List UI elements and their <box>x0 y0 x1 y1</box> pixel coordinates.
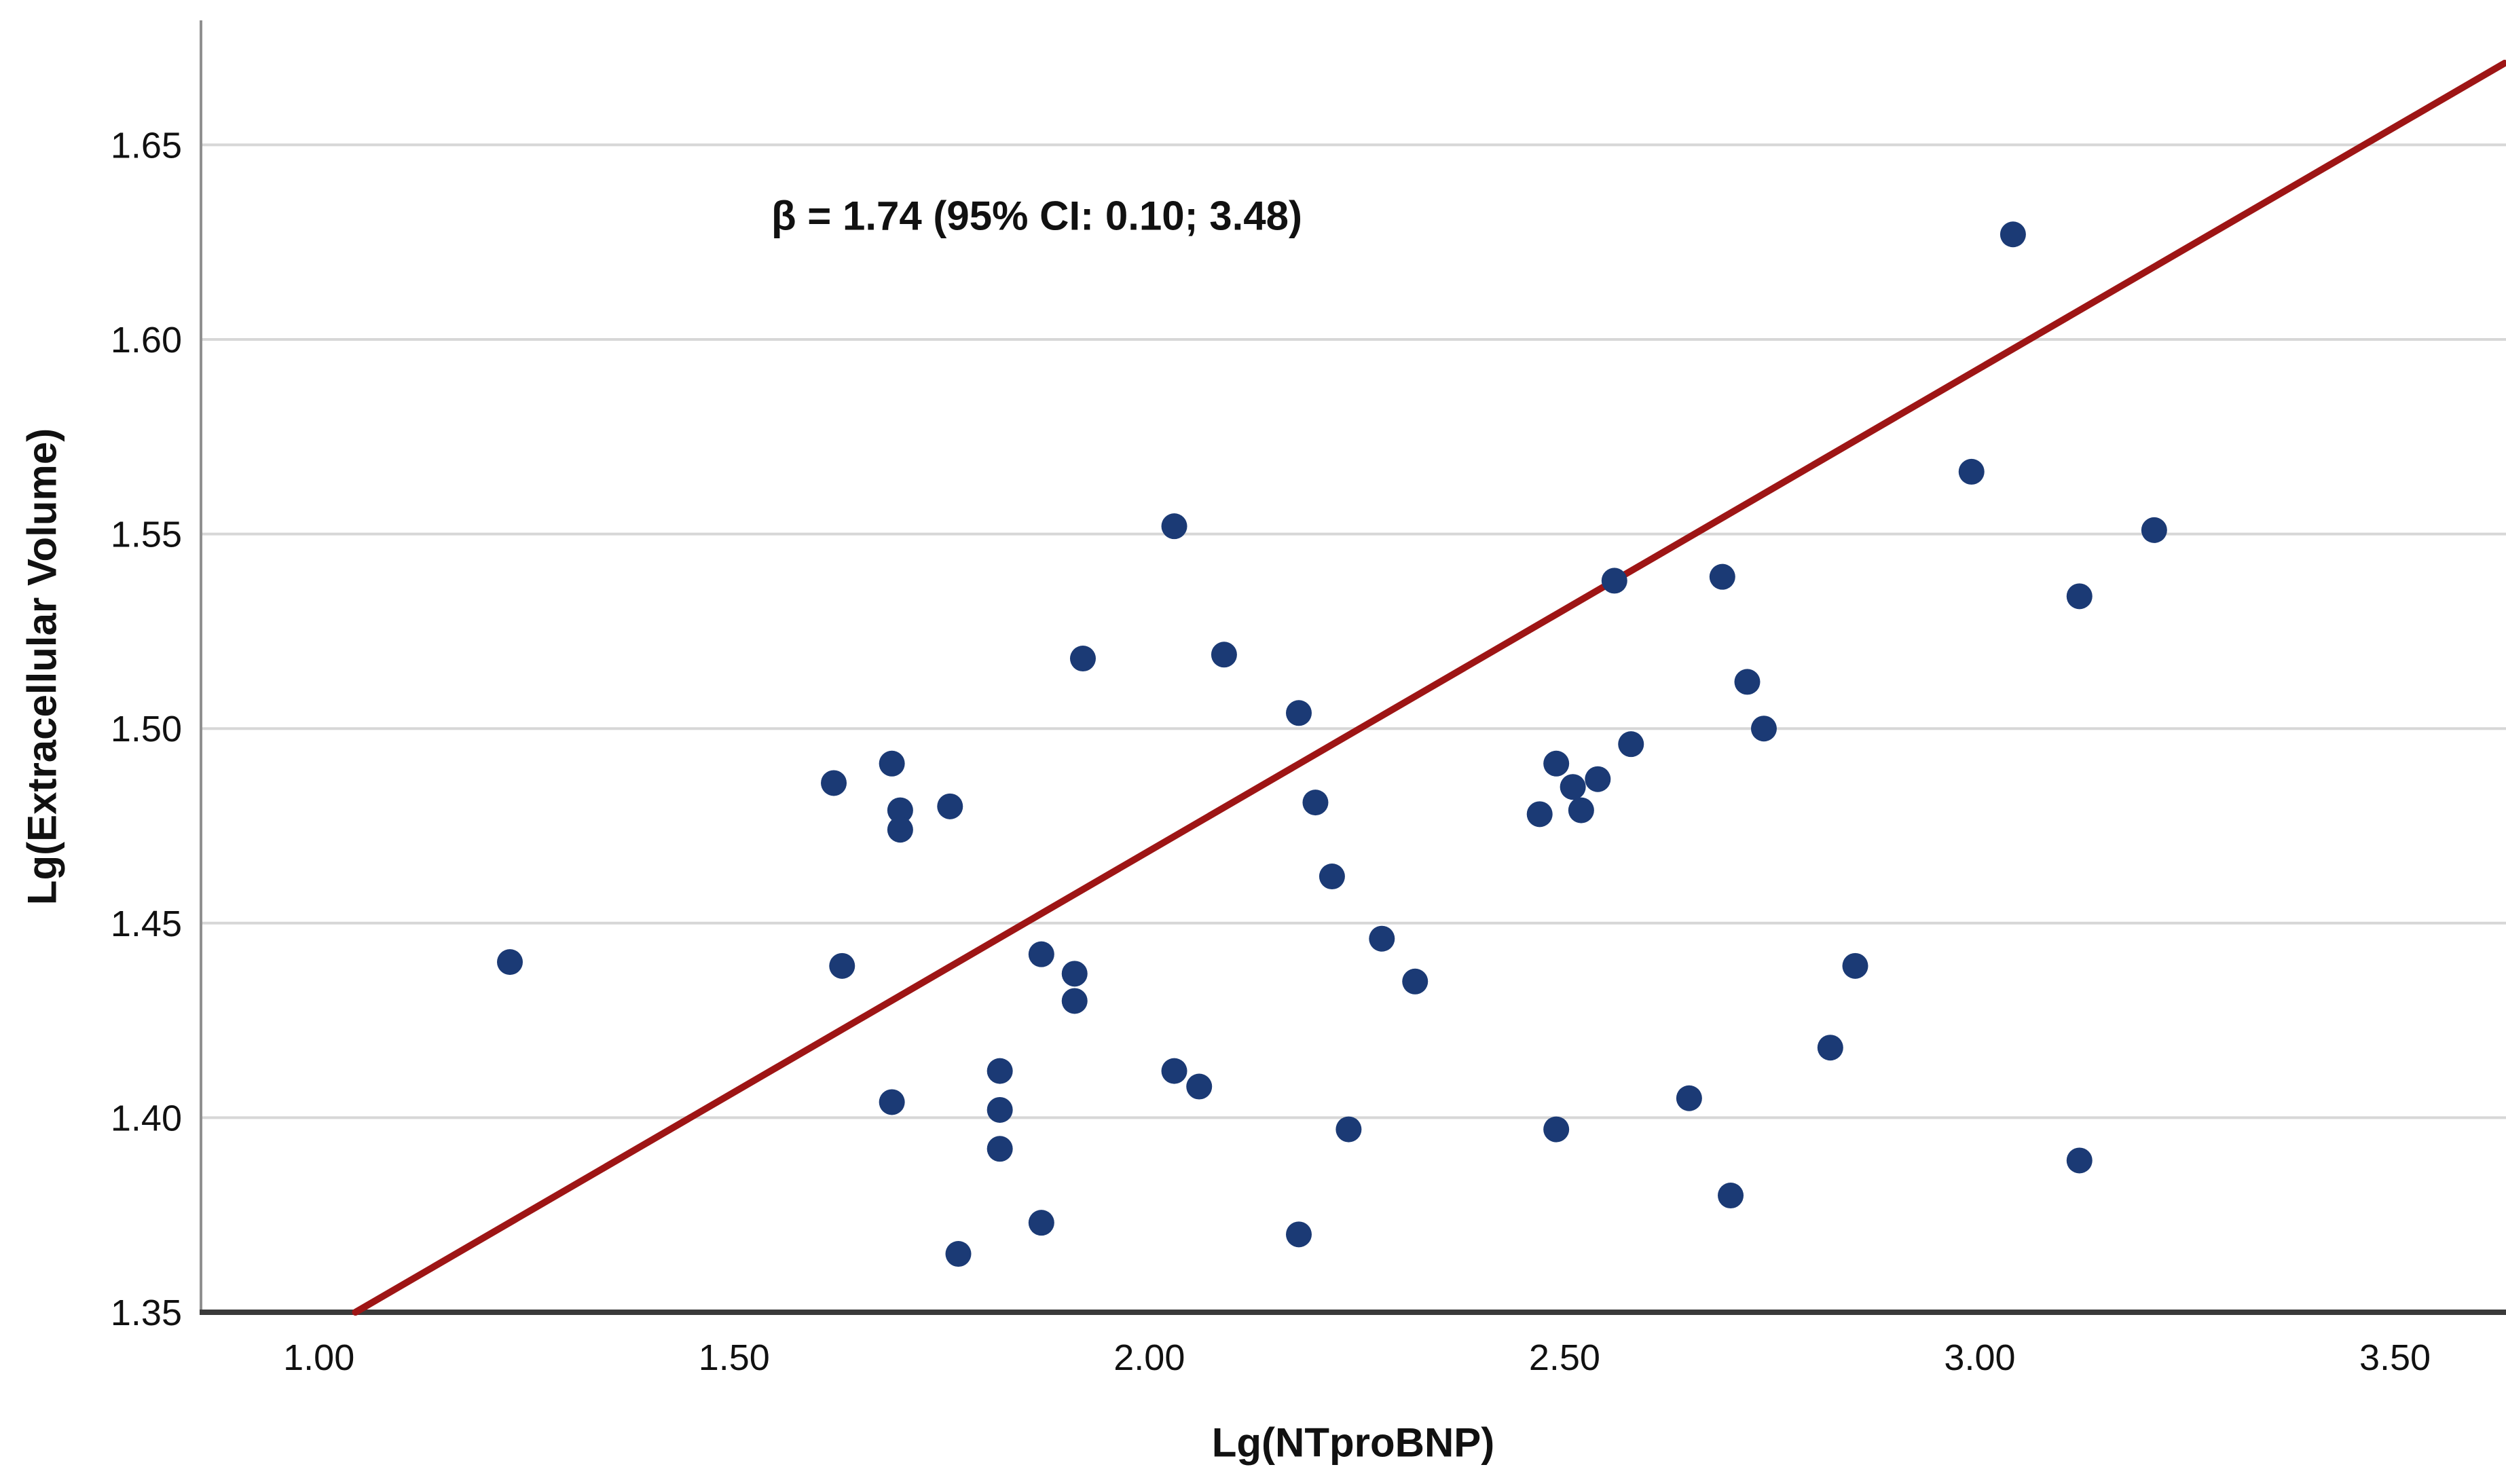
scatter-point <box>887 797 913 823</box>
y-tick-label: 1.45 <box>111 904 182 944</box>
scatter-point <box>879 1089 905 1115</box>
scatter-point <box>1618 731 1644 758</box>
scatter-point <box>821 770 847 796</box>
scatter-point <box>1285 700 1312 726</box>
scatter-point <box>879 750 905 777</box>
regression-line <box>352 60 2506 1316</box>
scatter-point <box>1369 925 1395 952</box>
scatter-point <box>945 1241 972 1267</box>
scatter-point <box>1750 716 1777 742</box>
scatter-point <box>2141 517 2167 543</box>
scatter-point <box>1161 513 1187 540</box>
scatter-point <box>1601 568 1627 594</box>
x-tick-label: 1.00 <box>283 1337 354 1378</box>
scatter-point <box>1817 1035 1843 1061</box>
scatter-point <box>1186 1073 1213 1100</box>
y-tick-label: 1.35 <box>111 1293 182 1333</box>
scatter-point <box>1069 646 1096 672</box>
scatter-point <box>829 952 855 979</box>
scatter-point <box>2000 221 2026 248</box>
scatter-point <box>1061 988 1088 1014</box>
y-tick-label: 1.50 <box>111 709 182 749</box>
y-tick-label: 1.65 <box>111 125 182 166</box>
x-tick-label: 2.00 <box>1113 1337 1185 1378</box>
scatter-point <box>1543 1116 1570 1143</box>
scatter-point <box>987 1136 1013 1162</box>
scatter-point <box>1585 766 1611 792</box>
scatter-point <box>1676 1085 1702 1111</box>
y-tick-label: 1.55 <box>111 515 182 555</box>
scatter-point <box>2066 1147 2093 1174</box>
scatter-point <box>1302 790 1329 816</box>
y-tick-label: 1.60 <box>111 320 182 360</box>
scatter-point <box>987 1058 1013 1084</box>
scatter-point <box>1709 563 1735 590</box>
scatter-point <box>497 949 523 976</box>
scatter-point <box>1161 1058 1187 1084</box>
y-axis-title: Lg(Extracellular Volume) <box>19 428 65 906</box>
x-tick-label: 1.50 <box>699 1337 770 1378</box>
x-tick-label: 3.50 <box>2359 1337 2431 1378</box>
scatter-point <box>1028 1210 1054 1236</box>
scatter-point <box>1402 968 1429 995</box>
scatter-point <box>1842 952 1868 979</box>
scatter-point <box>1211 642 1237 668</box>
x-tick-label: 3.00 <box>1944 1337 2015 1378</box>
scatter-point <box>1526 801 1553 828</box>
beta-annotation: β = 1.74 (95% CI: 0.10; 3.48) <box>771 193 1303 239</box>
y-tick-label: 1.40 <box>111 1098 182 1138</box>
scatter-point <box>1718 1183 1744 1209</box>
scatter-point <box>1285 1221 1312 1248</box>
scatter-point <box>1568 797 1594 823</box>
scatter-point <box>987 1096 1013 1123</box>
x-axis-title: Lg(NTproBNP) <box>1211 1420 1495 1466</box>
scatter-point <box>1734 669 1761 695</box>
scatter-point <box>1061 961 1088 987</box>
x-tick-label: 2.50 <box>1529 1337 1600 1378</box>
scatter-point <box>1543 750 1570 777</box>
scatter-point <box>937 793 963 819</box>
scatter-point <box>2066 583 2093 610</box>
scatter-point <box>887 817 913 843</box>
scatter-point <box>1319 864 1345 890</box>
scatter-point <box>1028 941 1054 967</box>
scatter-point <box>1560 774 1586 800</box>
scatter-point <box>1958 458 1985 485</box>
scatter-point <box>1335 1116 1362 1143</box>
